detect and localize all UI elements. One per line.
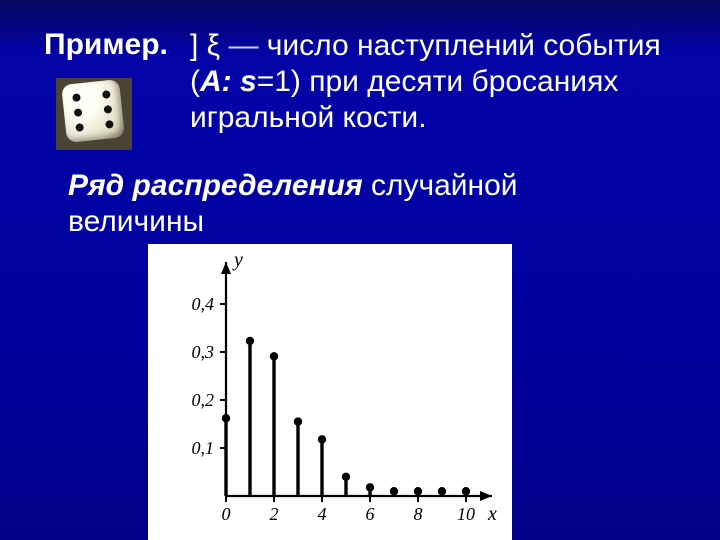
stem-marker xyxy=(342,473,350,481)
die-pip xyxy=(74,108,83,117)
stem-marker xyxy=(318,435,326,443)
y-axis-arrow xyxy=(221,262,231,274)
die-pip xyxy=(105,120,114,129)
x-tick-label: 2 xyxy=(270,504,279,524)
y-tick-label: 0,1 xyxy=(192,438,215,458)
die-pip xyxy=(102,90,111,99)
die-pip xyxy=(72,93,81,102)
stem-marker xyxy=(270,352,278,360)
die-pip xyxy=(75,123,84,132)
stem-marker xyxy=(390,487,398,495)
y-tick-label: 0,2 xyxy=(192,390,215,410)
die-pip xyxy=(104,105,113,114)
stem-marker xyxy=(294,417,302,425)
def-dash: — xyxy=(228,29,266,62)
subtitle-italic: Ряд распределения xyxy=(68,169,371,202)
die-face xyxy=(61,79,125,143)
die-image-box xyxy=(56,78,132,150)
x-tick-label: 8 xyxy=(414,504,423,524)
slide-title: Пример. xyxy=(44,28,168,62)
distribution-chart: 0,1 0,2 0,3 0,4 0 2 4 6 8 10 y x xyxy=(148,244,512,540)
chart-svg: 0,1 0,2 0,3 0,4 0 2 4 6 8 10 y x xyxy=(148,244,512,540)
def-prefix: ] ξ xyxy=(190,29,228,62)
definition-text: ] ξ — число наступлений события (A: s=1)… xyxy=(190,28,670,136)
y-tick-label: 0,3 xyxy=(192,342,215,362)
stem-marker xyxy=(222,414,230,422)
x-tick-label: 10 xyxy=(457,504,475,524)
stem-marker xyxy=(246,337,254,345)
subtitle-text: Ряд распределения случайной величины xyxy=(68,168,628,240)
def-italic: A: s xyxy=(200,65,257,98)
x-axis-label: x xyxy=(487,503,497,525)
y-tick-label: 0,4 xyxy=(192,294,215,314)
y-axis-label: y xyxy=(232,249,243,271)
stem-marker xyxy=(414,487,422,495)
stem-marker xyxy=(438,487,446,495)
x-tick-label: 6 xyxy=(366,504,375,524)
stem-marker xyxy=(462,487,470,495)
x-tick-label: 0 xyxy=(222,504,231,524)
x-axis-arrow xyxy=(480,491,492,501)
x-tick-label: 4 xyxy=(318,504,327,524)
stem-marker xyxy=(366,483,374,491)
